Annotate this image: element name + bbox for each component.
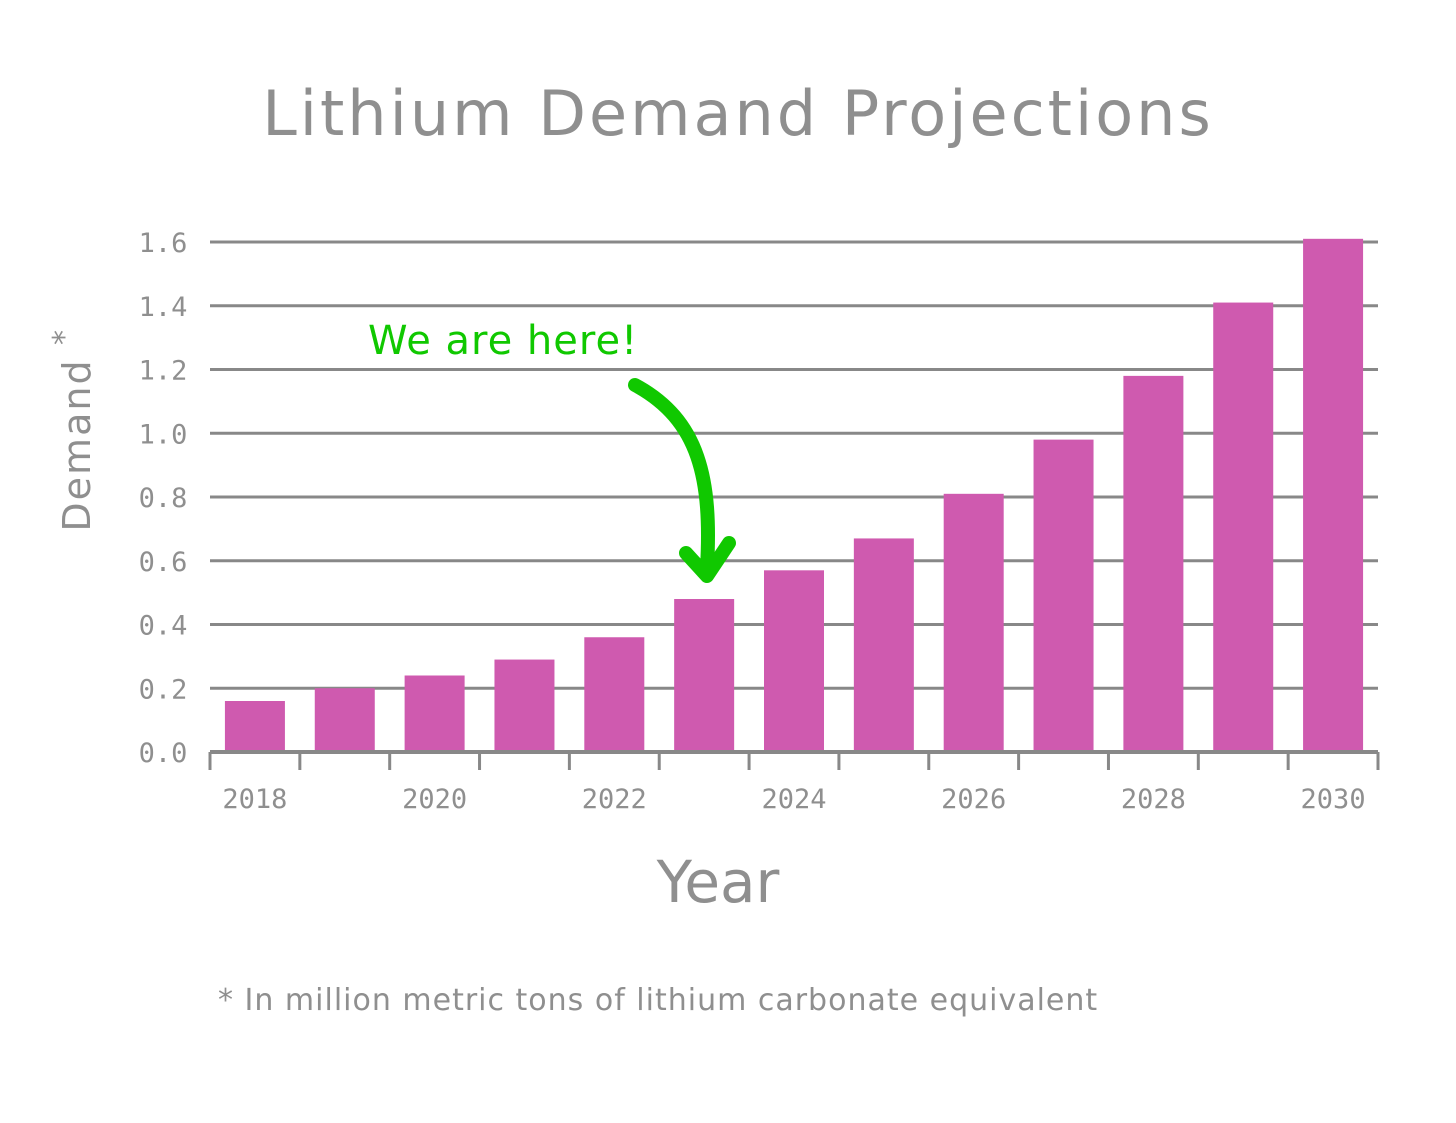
y-axis-title: Demand *	[47, 330, 99, 532]
annotation: We are here!	[368, 318, 736, 583]
bar-2023	[674, 599, 735, 752]
y-tick-label: 1.2	[139, 356, 188, 387]
bars	[224, 238, 1364, 752]
annotation-arrow-head	[679, 536, 736, 583]
bar-2019	[314, 688, 375, 752]
footnote: * In million metric tons of lithium carb…	[218, 983, 1098, 1018]
y-axis-tick-labels: 0.0 0.2 0.4 0.6 0.8 1.0 1.2 1.4 1.6	[139, 228, 188, 769]
y-tick-label: 0.0	[139, 738, 188, 769]
gridlines	[210, 240, 1378, 690]
x-tick-label: 2026	[941, 784, 1006, 815]
bar-2021	[494, 659, 555, 752]
bar-2027	[1033, 439, 1094, 752]
bar-2025	[853, 538, 914, 752]
x-axis-tick-labels: 2018 2020 2022 2024 2026 2028 2030	[222, 784, 1365, 815]
x-axis	[208, 750, 1380, 770]
annotation-text: We are here!	[368, 318, 638, 364]
bar-2026	[943, 493, 1004, 752]
x-tick-label: 2018	[222, 784, 287, 815]
x-tick-label: 2020	[402, 784, 467, 815]
bar-2024	[764, 570, 824, 752]
x-tick-label: 2024	[761, 784, 826, 815]
y-axis-title-text: Demand	[55, 358, 99, 531]
x-tick-label: 2022	[582, 784, 647, 815]
bar-2018	[224, 701, 285, 752]
x-tick-label: 2030	[1301, 784, 1366, 815]
y-tick-label: 0.4	[139, 611, 188, 642]
y-tick-label: 1.0	[139, 419, 188, 450]
x-tick-label: 2028	[1121, 784, 1186, 815]
bar-2030	[1303, 238, 1364, 752]
bar-2028	[1123, 375, 1184, 752]
y-tick-label: 0.8	[139, 483, 188, 514]
y-tick-label: 0.6	[139, 547, 188, 578]
chart-title: Lithium Demand Projections	[262, 77, 1214, 150]
y-tick-label: 0.2	[139, 674, 188, 705]
bar-2022	[584, 637, 645, 752]
y-tick-label: 1.6	[139, 228, 188, 259]
bar-2029	[1213, 302, 1274, 752]
bar-2020	[404, 675, 465, 752]
y-axis-title-marker: *	[47, 330, 82, 345]
annotation-arrow-shaft	[628, 378, 716, 575]
x-axis-title: Year	[656, 848, 780, 916]
y-tick-label: 1.4	[139, 292, 188, 323]
